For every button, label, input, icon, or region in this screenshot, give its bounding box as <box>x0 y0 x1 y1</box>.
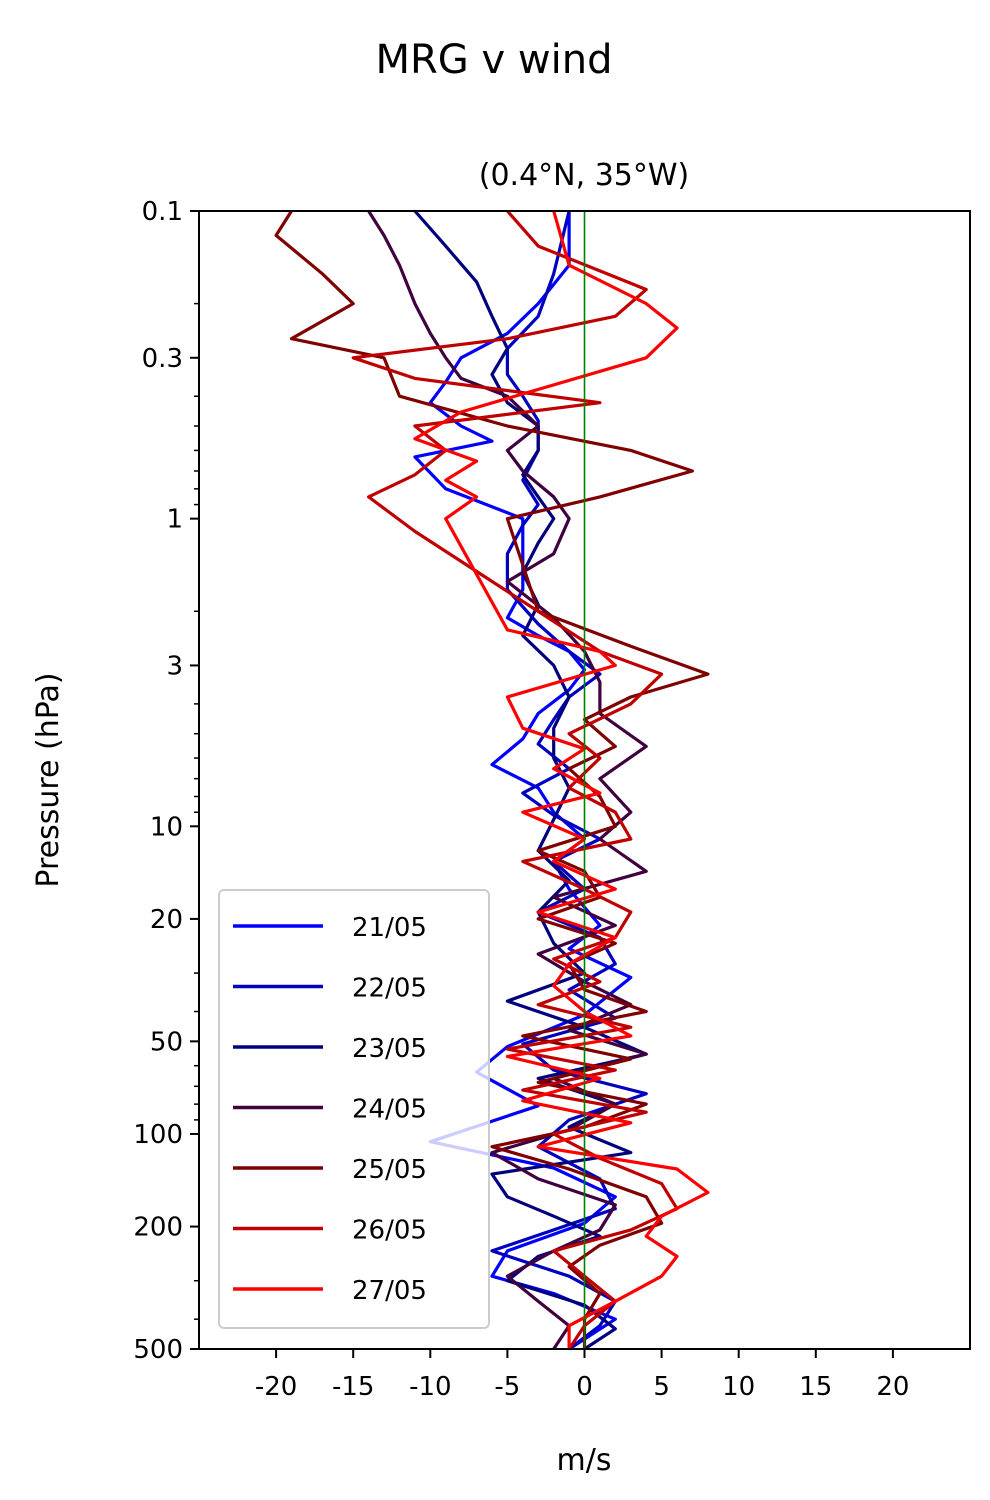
series-line-25-05 <box>274 210 710 1349</box>
y-tick-label: 0.1 <box>142 197 183 227</box>
y-tick-label: 10 <box>150 812 183 842</box>
y-tick-label: 100 <box>133 1120 183 1150</box>
x-tick-label: 5 <box>653 1372 670 1402</box>
y-tick-label: 20 <box>150 905 183 935</box>
legend-label: 21/05 <box>352 913 427 943</box>
x-axis-label: m/s <box>557 1443 612 1478</box>
x-tick-label: 0 <box>576 1372 593 1402</box>
y-tick-label: 1 <box>166 505 183 535</box>
y-axis-label: Pressure (hPa) <box>31 672 66 887</box>
series-line-26-05 <box>351 209 679 1350</box>
x-tick-label: -20 <box>255 1372 297 1402</box>
chart-title: (0.4°N, 35°W) <box>479 158 689 193</box>
legend-items: 21/05 22/05 23/05 24/05 25/05 26/05 27/05 <box>233 913 427 1306</box>
legend-label: 27/05 <box>352 1276 427 1306</box>
series-line-24-05 <box>367 210 648 1350</box>
y-tick-label: 50 <box>150 1027 183 1057</box>
series-line-21-05 <box>413 211 633 1351</box>
y-tick-label: 3 <box>166 651 183 681</box>
y-tick-label: 200 <box>133 1213 183 1243</box>
x-tick-label: -15 <box>332 1372 374 1402</box>
legend-label: 24/05 <box>352 1095 427 1125</box>
legend-label: 22/05 <box>352 974 427 1004</box>
y-tick-label: 500 <box>133 1335 183 1365</box>
legend-frame <box>218 889 490 1329</box>
plot-area <box>198 209 971 1351</box>
y-tick-label: 0.3 <box>142 344 183 374</box>
legend-label: 25/05 <box>352 1155 427 1185</box>
series-line-27-05 <box>413 210 710 1349</box>
legend-label: 23/05 <box>352 1034 427 1064</box>
legend: 21/05 22/05 23/05 24/05 25/05 26/05 27/05 <box>218 889 490 1329</box>
series-layer <box>274 209 710 1351</box>
x-tick-label: -5 <box>494 1372 520 1402</box>
x-tick-label: -10 <box>409 1372 451 1402</box>
y-axis-ticks: 0.1 0.3 1 3 10 20 50 100 200 500 <box>133 197 199 1365</box>
x-axis-ticks: -20 -15 -10 -5 0 5 10 15 20 <box>255 1349 909 1402</box>
x-tick-label: 20 <box>876 1372 909 1402</box>
legend-label: 26/05 <box>352 1216 427 1246</box>
x-tick-label: 15 <box>799 1372 832 1402</box>
figure-suptitle: MRG v wind <box>376 37 613 83</box>
x-tick-label: 10 <box>722 1372 755 1402</box>
